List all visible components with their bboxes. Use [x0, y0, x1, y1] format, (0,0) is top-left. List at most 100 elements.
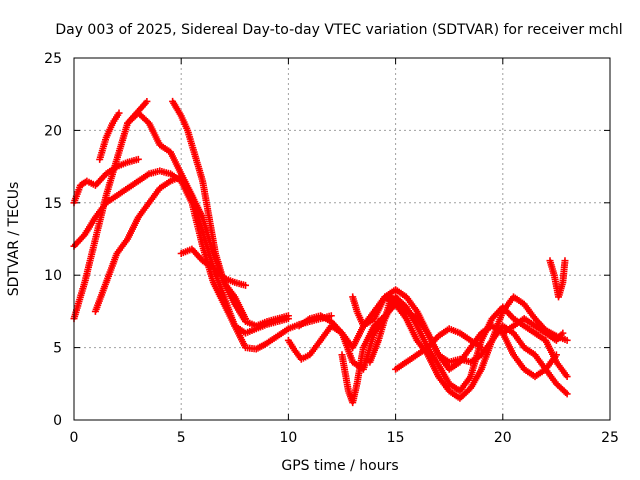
plus-marker-run	[349, 293, 360, 313]
plus-marker-run	[552, 331, 565, 344]
plus-marker-run	[531, 322, 548, 336]
plus-marker-run	[284, 336, 297, 352]
plus-marker-run	[102, 252, 120, 286]
plus-marker-run	[169, 97, 184, 118]
plus-marker-run	[124, 178, 140, 192]
plus-marker-run	[306, 338, 323, 359]
plus-marker-run	[83, 177, 97, 188]
series-arc-7	[169, 97, 292, 330]
plus-marker	[242, 281, 250, 289]
plot-frame	[73, 57, 611, 421]
plus-marker	[563, 390, 571, 398]
plus-marker-run	[76, 178, 89, 189]
plus-marker-run	[295, 316, 312, 330]
plus-marker-run	[374, 317, 388, 344]
y-tick-label: 15	[44, 196, 62, 212]
y-tick-label: 0	[53, 413, 62, 429]
plus-marker-run	[231, 300, 248, 324]
plus-marker-run	[520, 300, 538, 321]
plus-marker-run	[520, 322, 537, 336]
plus-marker-run	[199, 257, 216, 271]
plus-marker-run	[220, 278, 238, 306]
x-tick-label: 15	[387, 430, 405, 446]
gridlines	[74, 58, 610, 420]
plus-marker-run	[520, 315, 537, 329]
plus-marker-run	[552, 358, 570, 379]
plus-marker-run	[381, 287, 398, 301]
plus-marker-run	[188, 199, 206, 248]
series-arc-15	[546, 257, 569, 301]
plus-marker-run	[137, 99, 149, 113]
x-axis-label: GPS time / hours	[281, 458, 398, 474]
plus-marker-run	[263, 333, 280, 347]
plus-marker-run	[167, 174, 183, 185]
plus-marker-run	[370, 295, 388, 323]
series-arc-13	[392, 325, 485, 373]
plus-marker-run	[209, 264, 226, 281]
plus-marker-run	[102, 121, 116, 142]
plus-marker-run	[477, 338, 495, 373]
plus-marker-run	[456, 374, 473, 395]
plus-marker-run	[413, 345, 430, 359]
plus-marker-run	[392, 300, 409, 321]
plus-marker-run	[184, 126, 197, 154]
plus-marker-run	[156, 141, 173, 155]
plus-marker-run	[435, 361, 452, 386]
plus-marker-run	[353, 307, 366, 328]
x-tick-label: 20	[494, 430, 512, 446]
plus-marker-run	[317, 312, 333, 325]
plus-marker-run	[156, 178, 173, 192]
plus-marker-run	[91, 201, 109, 221]
series-arc-12	[349, 286, 560, 381]
x-tick-label: 0	[70, 430, 79, 446]
plus-marker-run	[402, 352, 419, 366]
plus-marker-run	[424, 351, 441, 379]
plus-marker-run	[392, 286, 408, 300]
plus-marker-run	[435, 326, 451, 340]
plus-marker	[561, 257, 569, 265]
plus-marker-run	[220, 300, 238, 328]
y-axis-label: SDTVAR / TECUs	[6, 182, 22, 297]
plus-marker	[563, 336, 571, 344]
series-arc-5	[96, 109, 123, 163]
plus-marker-run	[134, 201, 152, 221]
plus-marker-run	[456, 386, 473, 402]
plus-marker-run	[381, 295, 395, 323]
plus-marker-run	[510, 351, 527, 371]
plus-marker-run	[552, 380, 570, 396]
plus-marker-run	[102, 193, 119, 207]
plus-marker-run	[456, 345, 473, 366]
plus-marker-run	[435, 373, 452, 393]
plus-marker-run	[274, 326, 291, 340]
plus-marker-run	[167, 148, 184, 176]
plus-marker-run	[177, 173, 195, 198]
plus-marker-run	[81, 215, 98, 239]
plus-marker-run	[359, 324, 377, 352]
data-points	[70, 97, 571, 407]
plus-marker-run	[338, 351, 352, 393]
plus-marker-run	[297, 352, 312, 363]
plus-marker	[477, 344, 485, 352]
plus-marker-run	[366, 338, 382, 366]
x-tick-label: 10	[279, 430, 297, 446]
y-tick-label: 5	[53, 341, 62, 357]
plus-marker-run	[467, 336, 484, 350]
x-tick-label: 25	[601, 430, 619, 446]
plus-marker-run	[113, 186, 130, 200]
plus-marker-run	[242, 318, 258, 329]
y-tick-label: 10	[44, 268, 62, 284]
plus-marker-run	[456, 329, 473, 343]
plus-marker-run	[130, 107, 143, 120]
plus-marker-run	[70, 281, 88, 323]
plus-marker-run	[510, 329, 527, 350]
plus-marker-run	[559, 259, 569, 286]
plus-marker-run	[96, 136, 109, 163]
y-tick-label: 25	[44, 51, 62, 67]
plus-marker-run	[190, 148, 206, 183]
plus-marker-run	[413, 307, 431, 335]
plus-marker-run	[177, 112, 191, 132]
plus-marker	[143, 97, 151, 105]
plus-marker-run	[252, 318, 269, 330]
plus-marker-run	[81, 237, 99, 286]
series-arc-8	[177, 245, 250, 289]
